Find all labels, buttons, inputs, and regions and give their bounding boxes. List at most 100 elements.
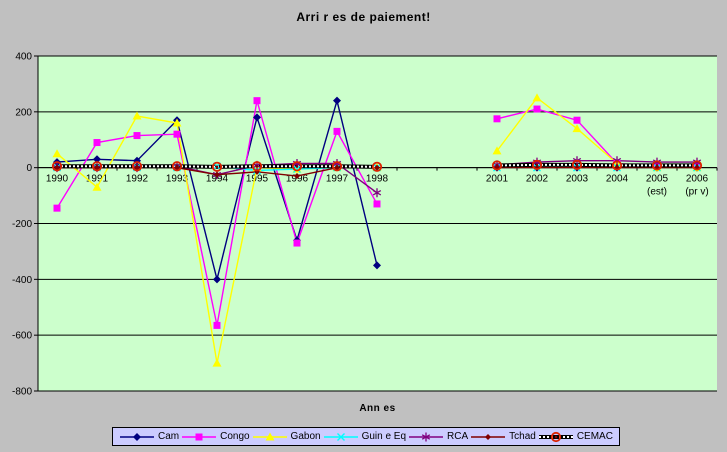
marker-congo	[293, 239, 301, 247]
marker-tchad	[294, 173, 300, 180]
legend-item-guin-e-eq[interactable]: Guin e Eq	[323, 431, 406, 443]
x-tick-label: 1996	[286, 174, 309, 185]
marker-cemac-center	[375, 165, 379, 169]
legend-item-congo[interactable]: Congo	[181, 431, 250, 443]
legend-item-tchad[interactable]: Tchad	[470, 431, 536, 443]
legend-marker-cemac	[550, 431, 561, 442]
y-tick-label: 200	[15, 107, 32, 118]
x-tick-label: 2001	[486, 174, 509, 185]
marker-congo	[373, 200, 381, 208]
marker-gabon	[572, 124, 582, 133]
marker-congo	[333, 127, 341, 135]
x-tick-label: 2004	[606, 174, 629, 185]
marker-gabon	[92, 182, 102, 191]
legend-label-cemac: CEMAC	[576, 431, 613, 442]
marker-cemac	[171, 161, 183, 172]
x-tick-label: 2006	[686, 174, 709, 185]
marker-tchad	[334, 164, 340, 171]
marker-congo	[133, 132, 141, 140]
marker-cemac	[91, 161, 103, 172]
legend-label-gabon: Gabon	[290, 431, 321, 442]
marker-cemac-center	[135, 164, 139, 168]
marker-cemac-center	[535, 163, 539, 167]
marker-cam	[373, 261, 381, 270]
legend-label-guin-e-eq: Guin e Eq	[361, 431, 407, 442]
y-tick-label: 400	[15, 52, 32, 63]
marker-congo	[253, 97, 261, 105]
x-tick-label: 1993	[166, 174, 189, 185]
legend-swatch-rca	[409, 432, 444, 441]
marker-cemac	[51, 161, 63, 172]
legend-label-cam: Cam	[157, 431, 180, 442]
marker-tchad	[214, 171, 220, 178]
marker-congo	[493, 115, 501, 123]
x-tick-label: 1990	[46, 174, 69, 185]
marker-cemac-center	[575, 163, 579, 167]
marker-cemac-center	[655, 164, 659, 167]
x-tick-label: 2002	[526, 174, 549, 185]
legend-swatch-gabon	[252, 432, 287, 440]
marker-cemac	[691, 160, 703, 171]
marker-cemac-center	[495, 164, 499, 167]
marker-guin-e-eq	[293, 165, 301, 174]
legend-swatch-tchad	[471, 433, 506, 440]
marker-rca	[372, 188, 382, 198]
x-tick-label: 1991	[86, 174, 109, 185]
legend-marker-guin-e-eq	[336, 432, 345, 441]
marker-cam	[253, 113, 261, 122]
legend-marker-congo	[195, 433, 203, 440]
legend-item-cemac[interactable]: CEMAC	[538, 431, 613, 443]
marker-cemac	[531, 159, 543, 170]
y-tick-label: -200	[12, 219, 32, 230]
legend-item-rca[interactable]: RCA	[408, 431, 468, 443]
marker-cemac-center	[295, 164, 299, 168]
x-tick-label: 1994	[206, 174, 229, 185]
y-tick-label: -800	[12, 387, 32, 398]
marker-congo	[93, 139, 101, 147]
marker-gabon	[532, 93, 542, 102]
marker-cemac-center	[95, 164, 99, 168]
legend-label-rca: RCA	[447, 431, 469, 442]
legend-swatch-congo	[182, 433, 217, 440]
x-tick-label: 1998	[366, 174, 389, 185]
legend-marker-tchad	[485, 433, 492, 440]
marker-cemac	[131, 161, 143, 172]
marker-congo	[213, 321, 221, 329]
legend-label-congo: Congo	[220, 431, 250, 442]
marker-cemac-center	[695, 164, 699, 167]
marker-tchad	[134, 164, 140, 171]
marker-gabon	[212, 358, 222, 367]
legend-label-tchad: Tchad	[509, 431, 536, 442]
marker-cemac	[371, 161, 383, 172]
legend-item-cam[interactable]: Cam	[119, 431, 179, 443]
x-axis-title: Ann es	[359, 403, 396, 414]
marker-cemac	[611, 160, 623, 171]
marker-congo	[573, 116, 581, 124]
y-tick-label: -600	[12, 331, 32, 342]
marker-congo	[53, 204, 61, 212]
marker-tchad	[54, 164, 60, 171]
marker-cemac-center	[615, 164, 619, 167]
series-line-pattern-cemac	[496, 163, 697, 167]
marker-cam	[333, 96, 341, 105]
marker-cemac-center	[335, 164, 339, 168]
marker-gabon	[52, 149, 62, 158]
x-tick-label: 1995	[246, 174, 269, 185]
marker-cemac	[211, 161, 223, 172]
x-tick-label: 2003	[566, 174, 589, 185]
legend-marker-rca	[421, 432, 431, 441]
legend-item-gabon[interactable]: Gabon	[252, 431, 321, 443]
x-tick-sublabel: (est)	[647, 187, 667, 198]
legend-swatch-cemac	[538, 431, 573, 442]
marker-cemac	[491, 160, 503, 171]
marker-gabon	[172, 118, 182, 127]
marker-cam	[93, 155, 101, 164]
legend-marker-cam	[132, 432, 141, 441]
marker-tchad	[174, 164, 180, 171]
marker-congo	[173, 130, 181, 138]
chart-title: Arri r es de paiement!	[296, 10, 431, 24]
series-line-rca	[496, 159, 697, 166]
marker-congo	[533, 105, 541, 113]
